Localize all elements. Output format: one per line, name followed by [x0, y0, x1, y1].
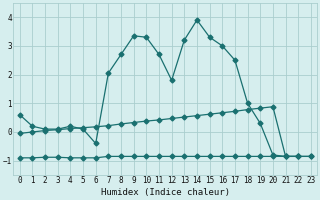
X-axis label: Humidex (Indice chaleur): Humidex (Indice chaleur) — [101, 188, 230, 197]
